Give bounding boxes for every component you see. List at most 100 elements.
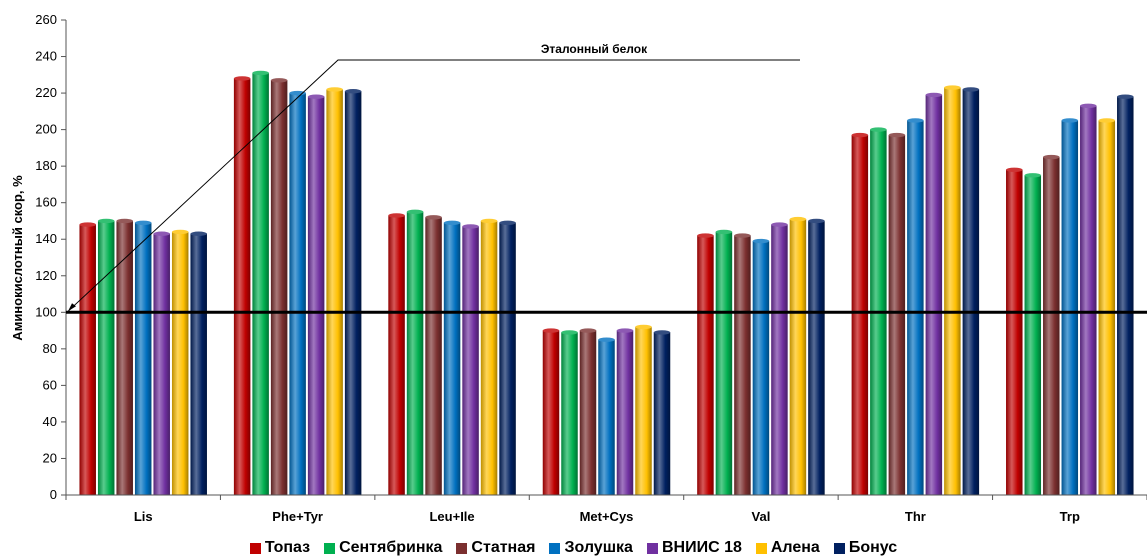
legend-swatch [755,542,767,554]
y-axis: 0 20 40 60 80 100 120 140 160 180 200 220 240 260 [35,12,67,502]
bar [1061,120,1079,495]
bar [425,217,442,496]
legend-label: Бонус [848,539,898,556]
bar-top [116,218,133,224]
bar [1006,169,1023,496]
y-tick-label: 180 [35,158,57,173]
bar-top [752,238,770,244]
bar [697,235,714,496]
bar-chart: 0 20 40 60 80 100 120 140 160 180 200 220 240 260 Lis… [10,12,1147,524]
y-tick-label: 20 [43,450,57,465]
y-tick-label: 80 [43,341,57,356]
legend-label: Статная [471,539,536,556]
bar [289,93,306,496]
bar-top [97,218,115,224]
legend-swatch [324,542,336,554]
bar [388,215,405,495]
y-tick-label: 140 [35,231,57,246]
bar-top [171,229,189,235]
bar-top [944,85,961,90]
bar-top [542,328,560,333]
bar-top [808,218,825,224]
y-tick-label: 100 [35,304,57,319]
bar [344,91,362,495]
bar-top [388,213,405,218]
bar-top [851,132,869,138]
bar [715,231,733,495]
y-tick-label: 220 [35,85,57,100]
bar-top [79,222,96,227]
bar [326,89,343,495]
bar [752,241,770,495]
legend-swatch [646,542,658,554]
bar [480,220,498,495]
bar-top [697,233,714,238]
y-tick-label: 0 [50,487,57,502]
x-tick-label: Trp [1060,509,1080,524]
bar [616,330,634,495]
bar-top [962,87,980,92]
legend-item: Золушка [549,539,633,557]
bar [851,135,869,495]
y-axis-title: Аминокислотный скор, % [10,175,25,341]
bar-top [653,330,671,335]
legend-label: Сентябринка [339,539,443,556]
bar [1024,175,1042,496]
bar-top [443,220,461,225]
reference-annotation-arrow [68,303,76,312]
bar [734,235,751,496]
bar-top [1043,154,1060,160]
legend-item: Бонус [833,539,898,557]
bar-top [771,222,788,227]
bar-top [406,209,424,215]
legend-label: Алена [770,539,820,556]
bar [499,222,516,496]
legend-swatch [833,542,845,554]
bar [171,231,189,495]
bar [653,332,671,495]
bar-top [326,87,343,92]
x-tick-label: Val [752,509,771,524]
bar-top [598,337,615,342]
bar [771,224,788,495]
y-tick-label: 40 [43,414,57,429]
bar [116,220,133,495]
bar-top [190,231,207,236]
y-tick-label: 240 [35,49,57,64]
bar-top [1080,103,1097,109]
bar-top [153,231,170,236]
bar-top [233,76,251,81]
bar-top [270,78,288,83]
bar-top [480,218,498,224]
bar [252,72,269,495]
bar-top [499,220,516,225]
bar [1098,120,1116,495]
bar-top [907,118,924,123]
bar-top [870,127,887,132]
bar [97,220,115,495]
bar [406,211,424,496]
bar-top [1117,94,1134,99]
bar [925,94,943,496]
bar [270,80,288,496]
x-axis: Lis Phe+Tyr Leu+Ile Met+Cys Val Thr Trp [65,494,1147,524]
bar [1117,96,1134,495]
bars [79,70,1134,496]
bar-top [134,220,152,225]
bar [542,330,560,495]
legend-label: Золушка [564,539,633,556]
bar [1043,157,1060,495]
bar [888,135,906,495]
bar-top [1006,167,1023,173]
x-tick-label: Met+Cys [580,509,634,524]
reference-annotation-leader [67,59,800,312]
bar [579,330,597,495]
bar-top [425,215,442,220]
bar-top [344,89,362,94]
y-tick-label: 260 [35,12,57,27]
legend-item: ВНИИС 18 [646,539,742,557]
bar-top [616,328,634,333]
bar-top [1024,173,1042,178]
bar [808,220,825,495]
x-tick-label: Leu+Ile [429,509,474,524]
